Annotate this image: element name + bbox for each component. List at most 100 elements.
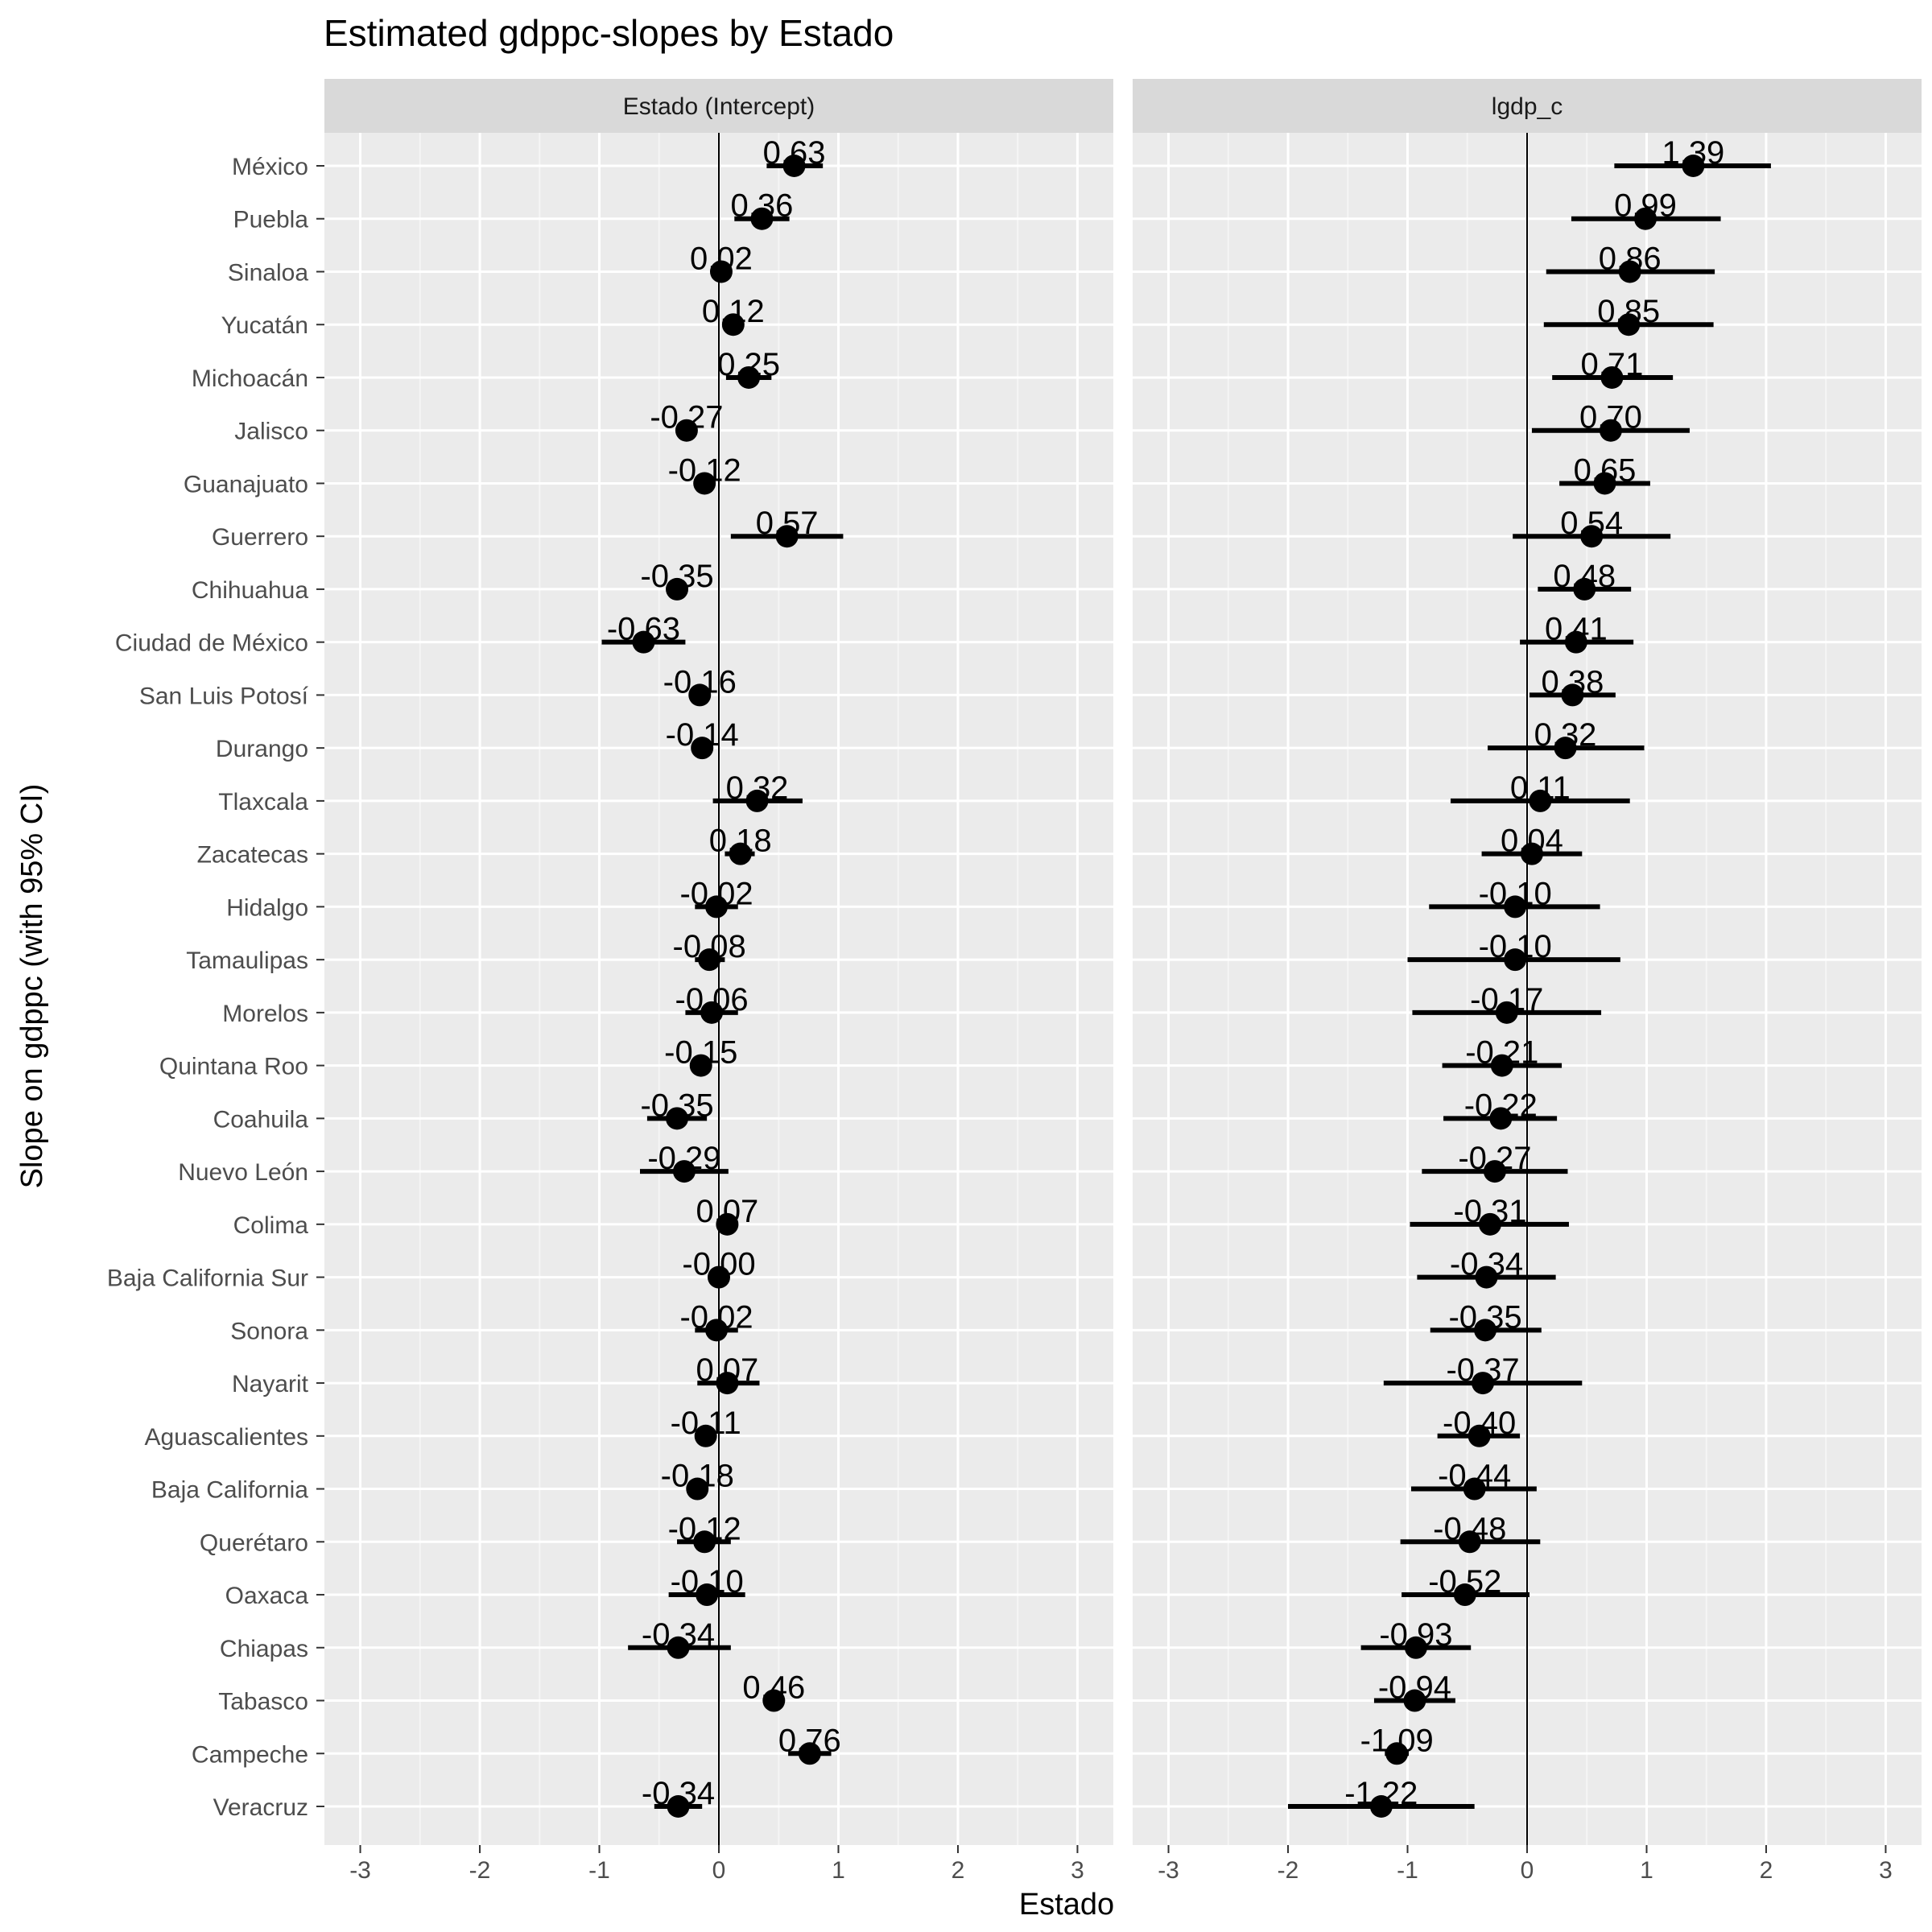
value-label: 0.12 — [702, 294, 765, 329]
value-label: -0.15 — [664, 1035, 737, 1071]
estimate-point — [689, 1054, 712, 1077]
estimate-point — [1554, 737, 1577, 760]
estimate-point — [1529, 789, 1552, 812]
y-tick-labels: México Puebla Sinaloa Yucatán Michoacán Jalis… — [107, 154, 324, 1821]
y-tick-label: Sonora — [230, 1318, 308, 1344]
estimate-point — [694, 1424, 717, 1447]
estimate-point — [798, 1742, 821, 1765]
value-label: -0.22 — [1464, 1088, 1538, 1123]
estimate-point — [693, 472, 716, 495]
value-label: -0.94 — [1378, 1670, 1451, 1706]
estimate-point — [632, 630, 655, 654]
estimate-point — [775, 525, 799, 548]
estimate-point — [1580, 525, 1604, 548]
value-label: -0.17 — [1470, 982, 1543, 1018]
y-tick-label: Querétaro — [200, 1530, 308, 1556]
estimate-point — [1385, 1742, 1409, 1765]
value-label: 0.46 — [742, 1670, 805, 1706]
x-axis-title: Estado — [1019, 1888, 1114, 1922]
estimate-point — [667, 1795, 690, 1818]
value-label: -0.11 — [671, 1406, 741, 1441]
value-label: -0.16 — [663, 664, 737, 700]
value-label: 0.02 — [690, 241, 753, 276]
y-axis-title: Slope on gdppc (with 95% CI) — [15, 784, 49, 1189]
y-tick-label: Chihuahua — [192, 577, 308, 604]
estimate-point — [1404, 1636, 1427, 1659]
estimate-point — [675, 419, 698, 442]
value-label: -0.27 — [650, 400, 723, 436]
estimate-point — [729, 842, 752, 865]
y-tick-label: Guanajuato — [184, 471, 308, 497]
facet-panel: lgdp_c -3 -2 -1 0 1 2 3 1.39 0.99 0.86 0.85 0.71 0.70… — [1133, 79, 1922, 1884]
y-tick-label: Coahuila — [213, 1106, 309, 1133]
value-label: 0.41 — [1545, 612, 1608, 647]
value-label: 0.32 — [1534, 717, 1597, 753]
value-label: 0.63 — [763, 135, 826, 171]
value-label: 0.38 — [1541, 664, 1604, 700]
estimate-point — [1478, 1212, 1501, 1236]
estimate-point — [705, 895, 729, 919]
estimate-point — [1564, 630, 1587, 654]
estimate-point — [737, 365, 761, 389]
value-label: 0.57 — [756, 506, 819, 541]
estimate-point — [1453, 1583, 1476, 1607]
estimate-point — [708, 1265, 730, 1289]
estimate-point — [745, 789, 769, 812]
value-label: -0.40 — [1443, 1406, 1516, 1441]
y-tick-label: Chiapas — [220, 1636, 308, 1662]
estimate-point — [1520, 842, 1543, 865]
value-label: 0.18 — [709, 824, 772, 859]
estimate-point — [716, 1372, 739, 1395]
value-label: -0.34 — [642, 1776, 715, 1811]
estimate-point — [1463, 1477, 1486, 1501]
facet-panel: Estado (Intercept) -3 -2 -1 0 1 2 3 0.63 0.36 0.02… — [324, 79, 1113, 1884]
y-tick-label: San Luis Potosí — [139, 683, 309, 709]
y-tick-label: Veracruz — [213, 1794, 308, 1821]
value-label: 0.04 — [1501, 824, 1563, 859]
value-label: 0.99 — [1614, 188, 1677, 224]
x-tick-label: 3 — [1879, 1857, 1893, 1884]
estimate-point — [698, 948, 721, 972]
value-label: 0.11 — [1510, 770, 1571, 806]
y-tick-label: Nuevo León — [178, 1159, 308, 1186]
value-label: -0.10 — [1479, 929, 1552, 964]
value-label: 0.07 — [696, 1352, 758, 1388]
value-label: -0.08 — [673, 929, 746, 964]
y-tick-label: Michoacán — [192, 365, 308, 392]
y-tick-label: Colima — [233, 1212, 309, 1239]
y-tick-label: Aguascalientes — [145, 1424, 308, 1451]
value-label: 0.36 — [731, 188, 794, 224]
estimate-point — [1682, 155, 1705, 177]
estimate-point — [691, 737, 714, 760]
estimate-point — [666, 1107, 689, 1130]
value-label: -0.02 — [679, 1299, 753, 1335]
value-label: -0.10 — [671, 1564, 744, 1600]
value-label: 0.25 — [717, 347, 780, 382]
value-label: -0.14 — [666, 717, 739, 753]
value-label: -0.35 — [1448, 1299, 1521, 1335]
value-label: -0.48 — [1433, 1511, 1506, 1546]
value-label: 0.07 — [696, 1194, 758, 1229]
value-label: 0.54 — [1560, 506, 1623, 541]
value-label: -0.52 — [1428, 1564, 1501, 1600]
estimate-point — [667, 1636, 690, 1659]
chart-title: Estimated gdppc-slopes by Estado — [324, 12, 894, 54]
y-tick-label: Sinaloa — [228, 259, 308, 286]
facet-strip — [324, 79, 1113, 133]
value-label: -0.29 — [647, 1141, 720, 1176]
y-tick-label: Yucatán — [221, 312, 308, 339]
value-label: -0.35 — [640, 559, 713, 594]
estimate-point — [700, 1001, 724, 1024]
estimate-point — [750, 207, 774, 230]
value-label: -0.37 — [1446, 1352, 1519, 1388]
estimate-point — [1504, 948, 1527, 972]
value-label: -0.00 — [682, 1247, 755, 1282]
estimate-point — [696, 1583, 719, 1607]
x-tick-label: 0 — [1521, 1857, 1534, 1884]
estimate-point — [1490, 1054, 1513, 1077]
facet-strip-label: lgdp_c — [1492, 93, 1563, 120]
y-tick-label: Baja California Sur — [107, 1265, 308, 1292]
value-label: 1.39 — [1662, 135, 1724, 171]
estimate-point — [1403, 1689, 1426, 1712]
